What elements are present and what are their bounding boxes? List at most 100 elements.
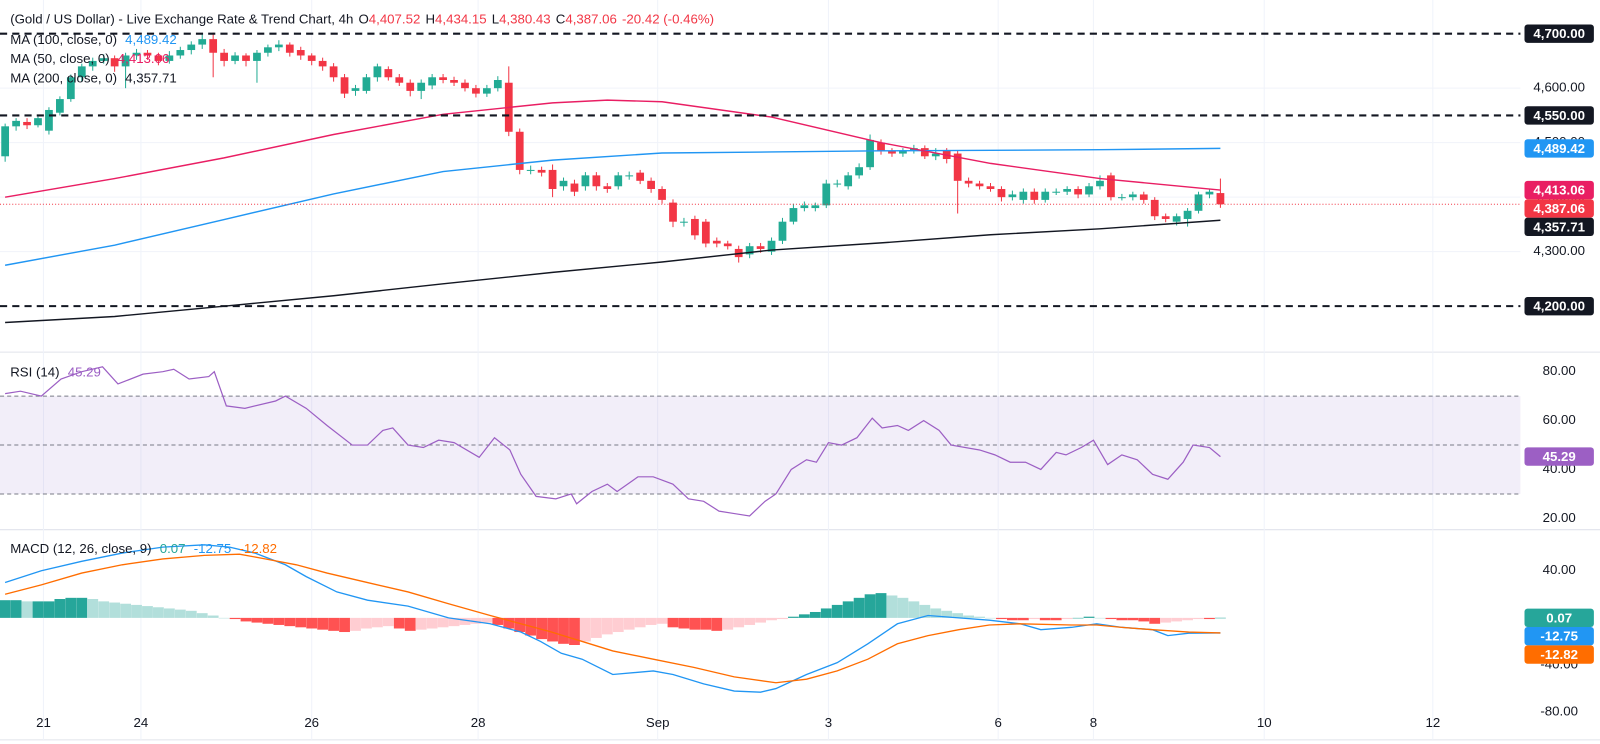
histogram-bar [601, 617, 613, 635]
histogram-bar [1028, 617, 1040, 620]
legend: MA (50, close, 0) 4,413.06 [10, 51, 169, 66]
histogram-bar [1006, 617, 1018, 621]
histogram-bar [251, 617, 263, 623]
macd-line [4, 544, 1221, 693]
histogram-bar [317, 617, 329, 630]
level-label-box [1524, 24, 1594, 43]
macd-value-label-box [1524, 626, 1594, 646]
candle-body [395, 77, 404, 83]
candle-body [537, 169, 546, 173]
candle-body [1074, 188, 1082, 195]
candle-body [34, 118, 42, 126]
histogram-bar [1094, 617, 1106, 619]
candle-body [45, 109, 53, 131]
histogram-bar [382, 617, 394, 627]
candle-body [1172, 216, 1181, 222]
histogram-bar [634, 617, 646, 628]
candle-body [778, 221, 787, 241]
rsi-value-label-box [1524, 447, 1594, 466]
candle-body [1194, 194, 1203, 211]
candle-body [920, 148, 929, 157]
histogram-bar [10, 600, 22, 618]
histogram-bar [87, 599, 99, 618]
histogram-bar [842, 601, 854, 618]
histogram-bar [864, 594, 876, 618]
candle-body [450, 80, 458, 83]
candle-body [581, 175, 590, 187]
ma-value-label: 4,357.71 [1533, 219, 1585, 234]
histogram-bar [426, 617, 438, 629]
candle-body [99, 58, 108, 61]
histogram-bar [1083, 616, 1095, 618]
histogram-bar [339, 617, 350, 633]
candle-body [1216, 193, 1225, 205]
legend: MA (100, close, 0) 4,489.42 [10, 31, 177, 46]
candle-body [1019, 191, 1028, 200]
ma-value-label-box [1524, 139, 1594, 158]
candle-body [209, 39, 218, 53]
x-tick-label: 3 [825, 715, 832, 730]
ohlc-key: L [492, 11, 499, 26]
histogram-bar [459, 617, 471, 625]
histogram-bar [952, 613, 964, 618]
histogram-bar [1204, 617, 1215, 620]
candle-body [997, 188, 1006, 198]
candle-body [1096, 180, 1104, 187]
histogram-bar [875, 593, 887, 618]
histogram-bar [853, 597, 865, 618]
header: (Gold / US Dollar) - Live Exchange Rate … [10, 11, 714, 26]
legend-name: MA (200, close, 0) [10, 70, 117, 85]
histogram-bar [755, 617, 766, 623]
histogram-bar [21, 601, 33, 618]
y-tick-label: 20.00 [1543, 510, 1576, 525]
y-tick-label: 80.00 [1543, 363, 1576, 378]
candle-body [986, 186, 995, 189]
histogram-bar [470, 617, 482, 624]
histogram-bar [284, 617, 296, 627]
histogram-bar [558, 617, 569, 644]
ohlc-key: H [425, 11, 435, 26]
candle-body [307, 55, 316, 61]
last-price-label-box [1524, 199, 1594, 218]
x-tick-label: 24 [134, 715, 149, 730]
x-tick-label: 21 [36, 715, 51, 730]
histogram-bar [32, 601, 44, 618]
candle-body [220, 52, 228, 61]
ohlc-key: O [358, 11, 368, 26]
histogram-bar [43, 601, 55, 618]
histogram-bar [65, 597, 77, 618]
candle-body [625, 175, 634, 177]
y-tick-label: 4,300.00 [1533, 243, 1585, 258]
ma-value-label: 4,413.06 [1533, 183, 1585, 198]
candle-body [712, 240, 721, 244]
y-tick-label: 40.00 [1543, 562, 1576, 577]
candle-body [658, 188, 666, 200]
candle-body [855, 167, 864, 176]
candle-body [844, 175, 853, 187]
candle-body [964, 180, 973, 184]
histogram-bar [886, 595, 898, 618]
candle-body [1030, 191, 1039, 200]
histogram-bar [809, 611, 821, 618]
histogram-bar [153, 607, 164, 618]
histogram-bar [1171, 617, 1183, 622]
histogram-bar [1138, 617, 1150, 622]
candle-body [56, 99, 64, 113]
candle-body [77, 66, 86, 78]
y-tick-label: -80.00 [1540, 704, 1578, 719]
candle-body [723, 243, 732, 247]
histogram-bar [547, 617, 558, 642]
histogram-bar [831, 604, 843, 618]
x-tick-label: 26 [304, 715, 319, 730]
histogram-bar [1039, 617, 1051, 621]
candle-body [866, 139, 874, 168]
x-tick-label: 12 [1425, 715, 1440, 730]
candle-body [680, 221, 688, 223]
candle-body [1052, 191, 1061, 193]
histogram-bar [98, 601, 110, 618]
histogram-bar [580, 617, 591, 642]
histogram-bar [678, 617, 690, 629]
candle-body [603, 186, 612, 189]
candle-body [526, 169, 535, 171]
